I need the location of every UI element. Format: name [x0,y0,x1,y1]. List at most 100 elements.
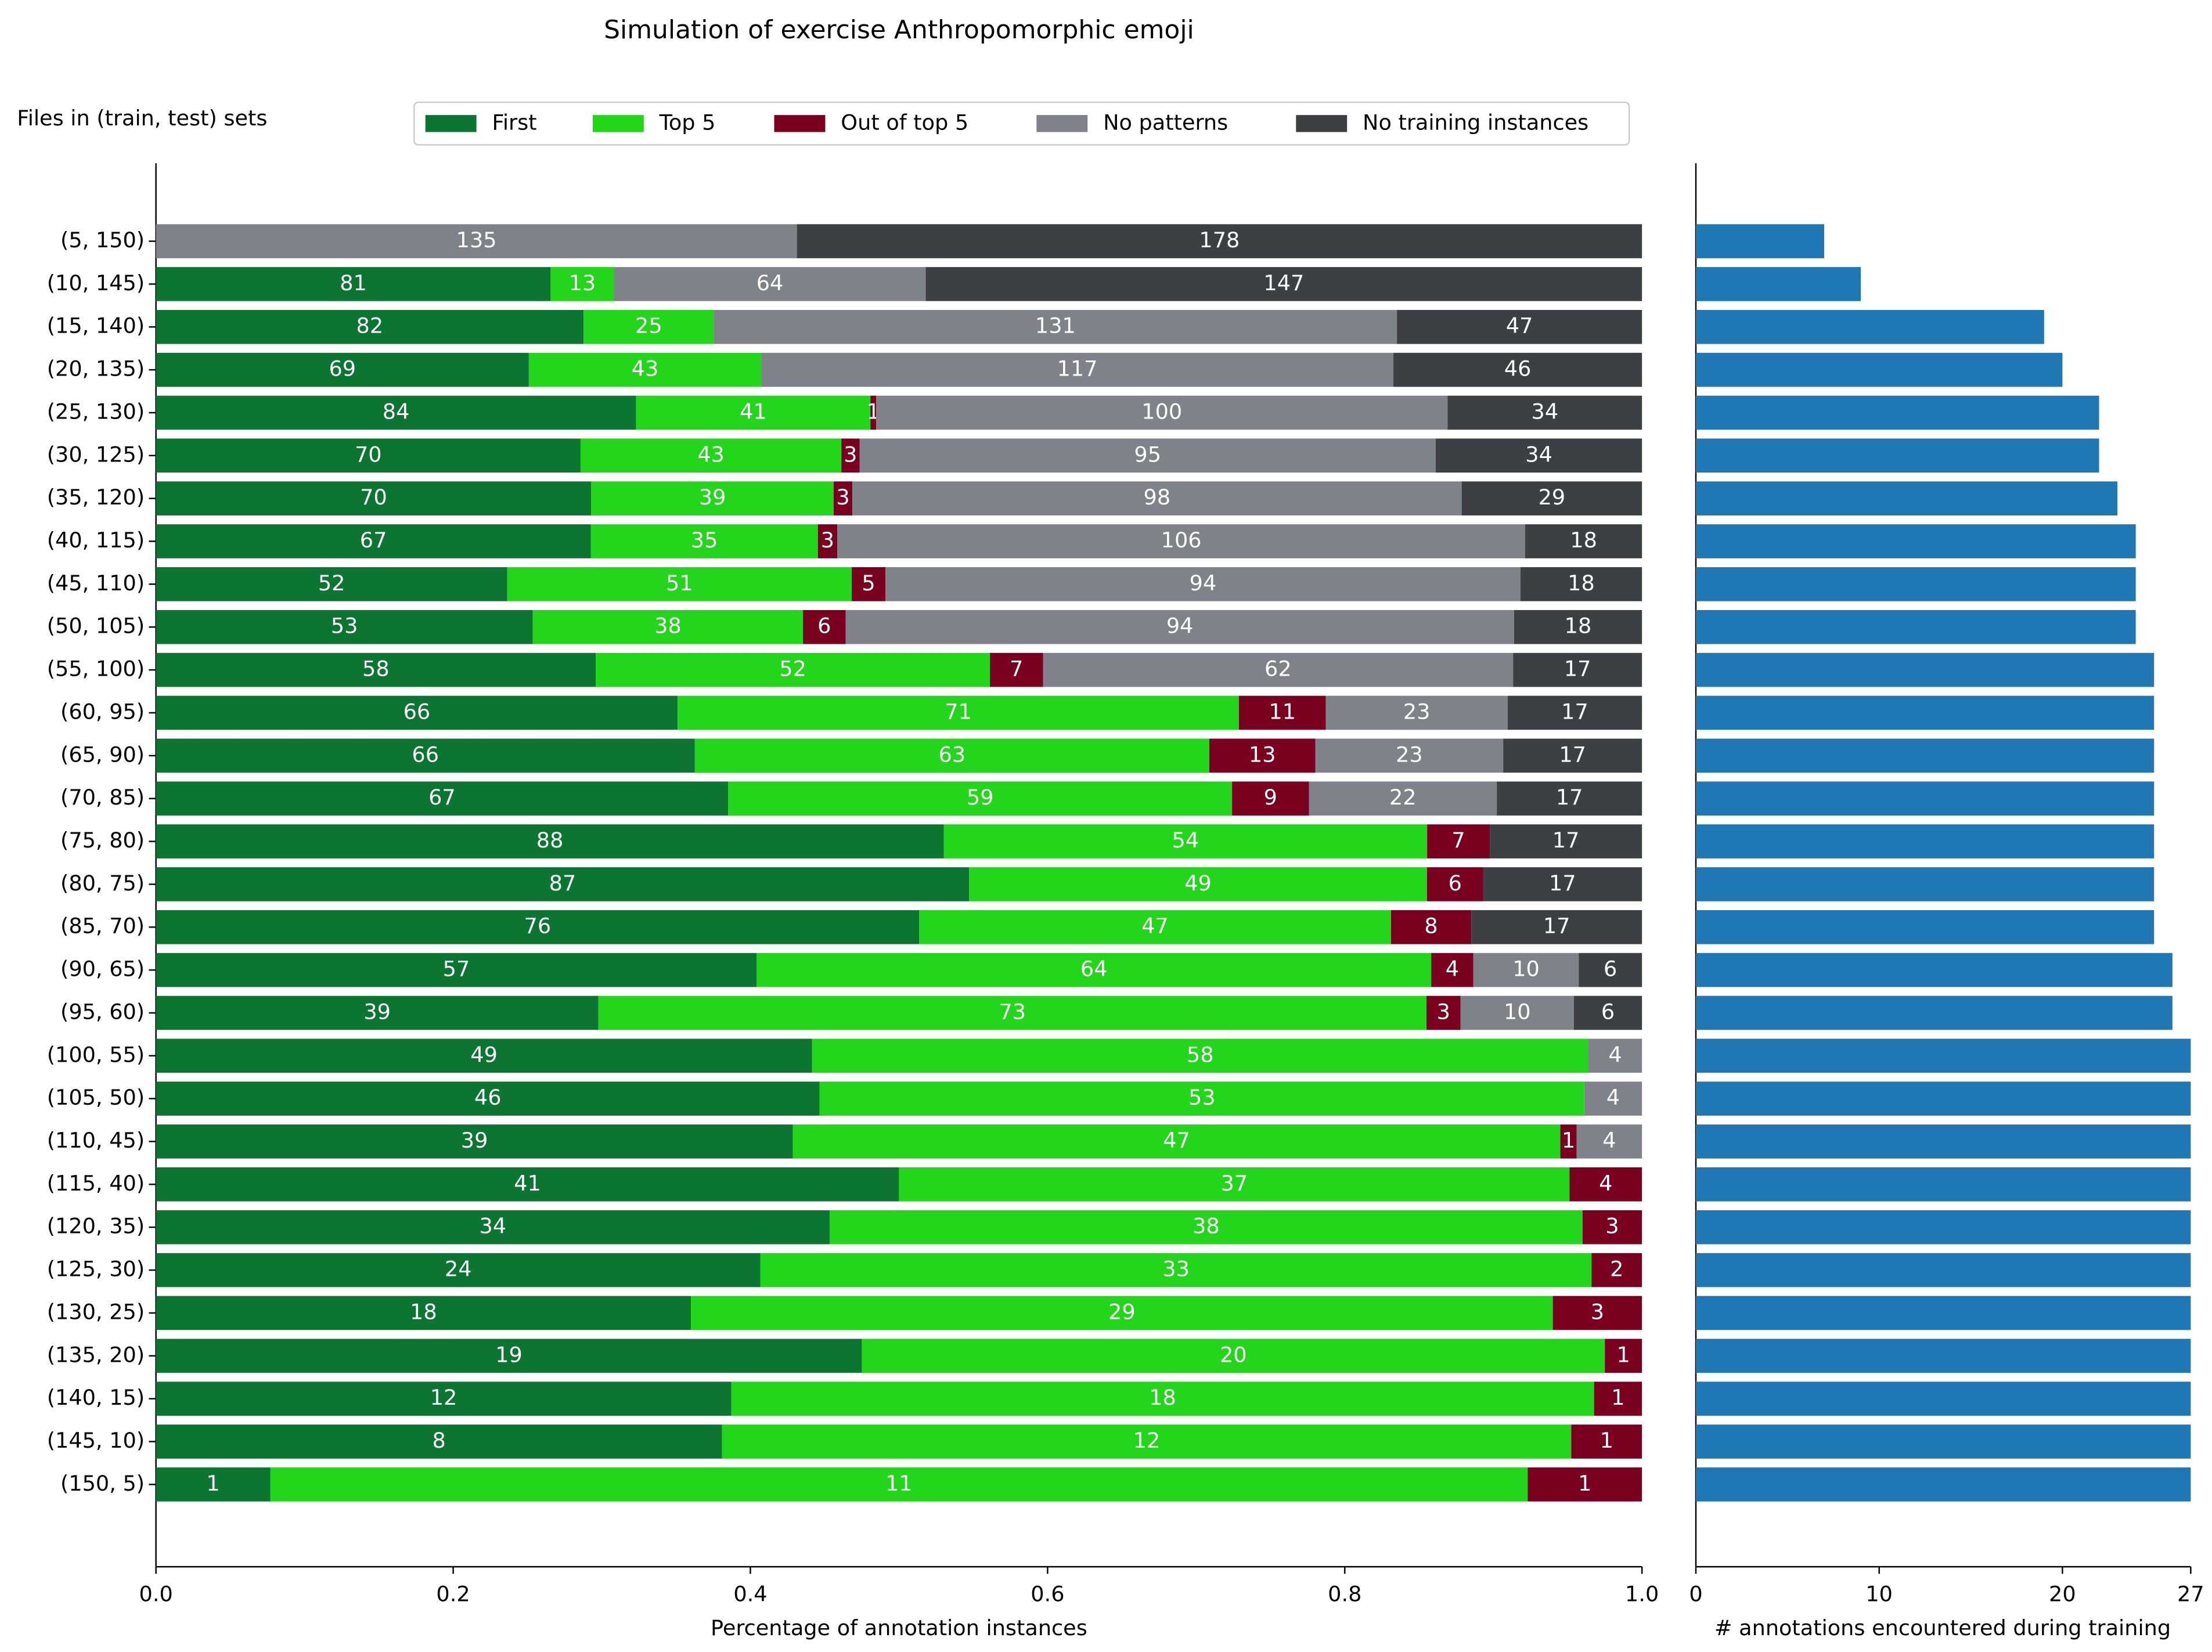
bar-segment [156,609,533,644]
value-label: 70 [355,442,382,467]
value-label: 66 [412,742,439,767]
bar-segment [862,1339,1605,1373]
bar-segment [156,395,636,430]
bar-segment [1426,867,1483,901]
value-label: 100 [1141,399,1182,424]
bar-segment [580,438,842,473]
value-label: 24 [445,1257,472,1282]
value-label: 13 [569,270,596,295]
bar-segment [812,1038,1588,1073]
y-tick-label: (20, 135) [47,356,145,381]
bar-segment [885,567,1521,601]
bar-segment [1325,695,1508,730]
y-tick-label: (50, 105) [47,614,145,639]
value-label: 66 [404,699,431,724]
y-tick-label: (95, 60) [60,999,145,1024]
bar-segment [1460,995,1574,1030]
bar-segment [636,395,871,430]
bar-segment [1397,309,1642,344]
bar-segment [1232,781,1309,816]
legend-swatch [1036,115,1088,132]
x-tick-label: 10 [1865,1581,1893,1606]
bar-segment [532,609,804,644]
bar-segment [845,609,1514,644]
bar-segment [760,1253,1592,1287]
value-label: 34 [1532,399,1559,424]
bar-segment [507,567,852,601]
value-label: 17 [1543,914,1570,939]
bar [1696,567,2136,601]
value-label: 34 [480,1214,507,1239]
y-tick-label: (125, 30) [47,1257,145,1282]
value-label: 3 [836,485,849,510]
bar-segment [1605,1339,1642,1373]
y-tick-label: (130, 25) [47,1299,145,1324]
chart-title: Simulation of exercise Anthropomorphic e… [604,15,1194,45]
value-label: 38 [654,614,682,639]
value-label: 6 [1449,871,1462,896]
y-tick-label: (55, 100) [47,657,145,681]
bar-segment [156,224,797,258]
bar-segment [990,652,1043,687]
value-label: 18 [410,1299,437,1324]
y-tick-label: (35, 120) [47,485,145,510]
legend-box [413,101,1630,146]
bar-segment [899,1167,1570,1202]
y-tick-label: (80, 75) [60,871,145,896]
y-tick-label: (135, 20) [47,1342,145,1367]
value-label: 11 [1269,699,1296,724]
value-label: 12 [430,1385,457,1410]
value-label: 63 [939,742,966,767]
value-label: 17 [1552,828,1580,853]
bar-segment [156,652,596,687]
value-label: 4 [1602,1128,1616,1153]
y-tick-label: (10, 145) [47,270,145,295]
bar-segment [1461,481,1642,515]
bar [1696,1382,2191,1416]
bar-segment [852,481,1462,515]
bar-segment [1209,738,1316,773]
y-tick-label: (150, 5) [60,1471,145,1496]
bar-segment [837,524,1526,558]
value-label: 53 [331,614,358,639]
bar [1696,1124,2191,1159]
value-label: 3 [1591,1299,1604,1324]
value-label: 9 [1264,785,1277,810]
bar-segment [1507,695,1642,730]
bar-segment [1043,652,1514,687]
bar [1696,867,2155,901]
y-tick-label: (120, 35) [47,1214,145,1239]
bar-segment [1520,567,1642,601]
bar-segment [1513,652,1642,687]
bar-segment [1390,910,1472,944]
bar-segment [156,1038,812,1073]
value-label: 8 [1424,914,1438,939]
value-label: 1 [206,1471,219,1496]
value-label: 87 [549,871,577,896]
bar-segment [1579,953,1642,987]
bar-segment [819,1081,1584,1116]
bar-segment [1483,867,1642,901]
value-label: 47 [1506,313,1533,338]
bar-segment [1435,438,1642,473]
legend-label: Out of top 5 [841,110,968,135]
bar-segment [1584,1081,1642,1116]
value-label: 81 [340,270,367,295]
bar-segment [1393,352,1642,387]
x-tick-label: 0.2 [436,1581,470,1606]
bar [1696,1253,2191,1287]
y-tick-label: (30, 125) [47,442,145,467]
bar [1696,438,2099,473]
value-label: 53 [1188,1085,1216,1110]
value-label: 1 [1562,1128,1575,1153]
value-label: 7 [1451,828,1465,853]
value-label: 64 [756,270,784,295]
value-label: 4 [1446,957,1459,982]
bar [1696,695,2155,730]
value-label: 3 [1605,1214,1619,1239]
bar [1696,1210,2191,1245]
value-label: 117 [1057,356,1098,381]
value-label: 38 [1193,1214,1220,1239]
bar-segment [859,438,1436,473]
value-label: 67 [360,528,387,553]
